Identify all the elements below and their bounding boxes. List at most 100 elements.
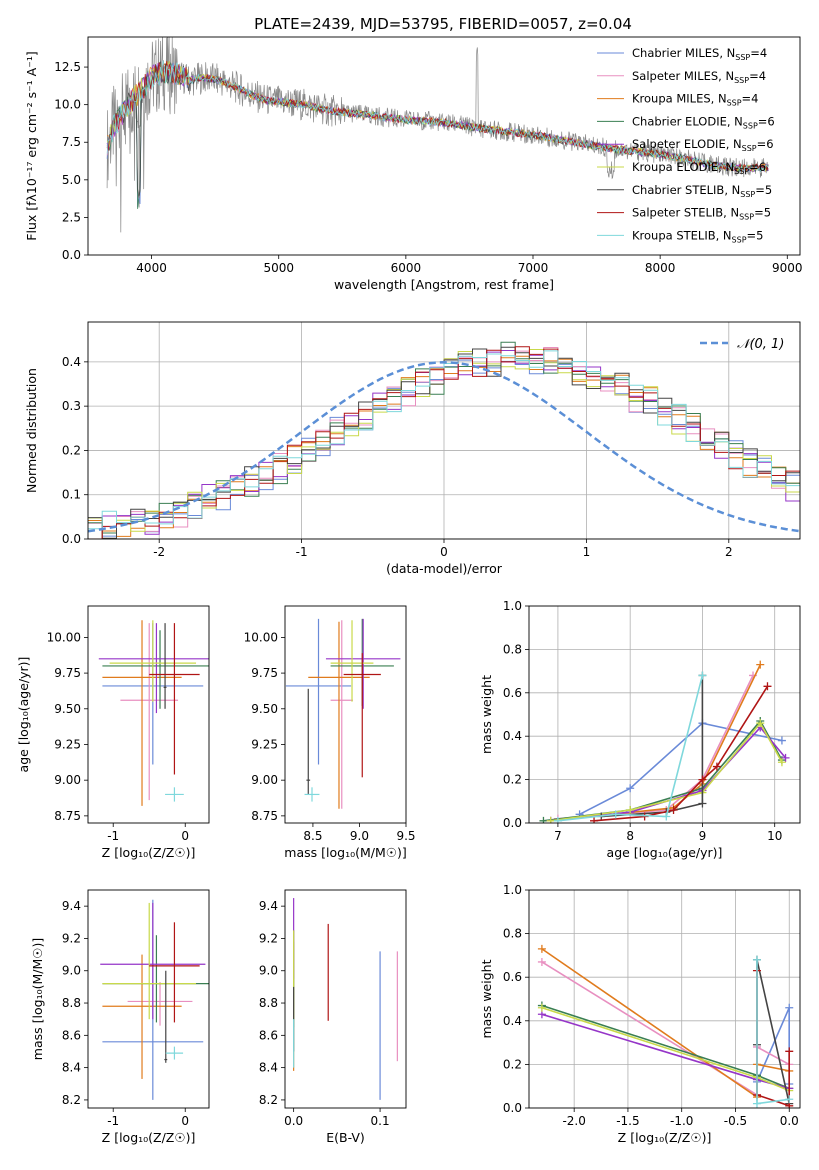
series-line bbox=[541, 948, 790, 1099]
y-tick-label: 0.4 bbox=[503, 1014, 522, 1028]
legend-label: Salpeter MILES, NSSP=4 bbox=[632, 69, 766, 85]
panel-2: -1 0 8.75 9.00 9.25 9.50 9.75 10.00 Z [log₁₀(Z/Z… bbox=[16, 605, 210, 860]
legend-nssp-value: =5 bbox=[755, 183, 772, 197]
y-tick-label: 9.75 bbox=[251, 666, 278, 680]
series-point bbox=[698, 775, 707, 784]
x-axis-label: age [log₁₀(age/yr)] bbox=[607, 845, 723, 860]
y-tick-label: 0.2 bbox=[503, 773, 522, 787]
y-tick-label: 0.0 bbox=[503, 1101, 522, 1115]
plot-area bbox=[106, 37, 769, 233]
legend-label: 𝒩(0, 1) bbox=[737, 337, 784, 352]
legend-label: Salpeter ELODIE, NSSP=6 bbox=[632, 137, 774, 153]
x-tick-label: 9 bbox=[699, 829, 707, 843]
series-point bbox=[777, 736, 786, 745]
legend-nssp-prefix: , N bbox=[719, 46, 735, 60]
plot-area bbox=[529, 890, 800, 1108]
legend-nssp-prefix: , N bbox=[724, 183, 740, 197]
series-line bbox=[756, 1007, 790, 1084]
y-tick-label: 9.4 bbox=[259, 899, 278, 913]
normal-curve bbox=[88, 361, 800, 533]
legend-nssp-value: =5 bbox=[747, 228, 764, 242]
series-point bbox=[537, 944, 546, 953]
legend-nssp-subscript: SSP bbox=[742, 144, 757, 153]
series-point bbox=[752, 1099, 761, 1108]
y-tick-label: 10.00 bbox=[244, 630, 278, 644]
axes-frame bbox=[528, 889, 801, 1109]
plot-area bbox=[88, 322, 800, 539]
series-point bbox=[669, 805, 678, 814]
series-point bbox=[626, 784, 635, 793]
y-tick-label: 9.0 bbox=[62, 964, 81, 978]
series-line bbox=[541, 1013, 790, 1090]
y-axis-label: age [log₁₀(age/yr)] bbox=[16, 657, 31, 773]
x-tick-label: 8000 bbox=[645, 261, 676, 275]
legend-nssp-value: =6 bbox=[749, 160, 766, 174]
y-tick-label: 0.1 bbox=[62, 488, 81, 502]
legend-name: Chabrier STELIB bbox=[632, 183, 724, 197]
x-tick-label: -0.5 bbox=[724, 1114, 747, 1128]
y-tick-label: 8.2 bbox=[62, 1093, 81, 1107]
legend-nssp-subscript: SSP bbox=[727, 99, 742, 108]
y-tick-label: 10.00 bbox=[47, 630, 81, 644]
y-tick-label: 0.2 bbox=[62, 443, 81, 457]
x-axis-label: E(B-V) bbox=[326, 1130, 365, 1145]
series-point bbox=[763, 682, 772, 691]
axes-frame bbox=[528, 605, 801, 824]
panel-4: 7 8 9 10 0.0 0.2 0.4 0.6 0.8 1.0 age [log₁₀(age/yr… bbox=[479, 599, 801, 860]
x-tick-label: 1 bbox=[583, 545, 591, 559]
panel-7: -2.0 -1.5 -1.0 -0.5 0.0 0.0 0.2 0.4 0.6 0.8 1.0 Z [… bbox=[479, 883, 801, 1145]
series-line bbox=[579, 722, 783, 816]
series-line bbox=[557, 675, 754, 820]
series-point bbox=[756, 719, 765, 728]
x-tick-label: 8 bbox=[626, 829, 634, 843]
y-tick-label: 1.0 bbox=[503, 883, 522, 897]
legend-nssp-subscript: SSP bbox=[739, 213, 754, 222]
y-tick-label: 8.2 bbox=[259, 1093, 278, 1107]
x-tick-label: 7 bbox=[554, 829, 562, 843]
x-axis-label: Z [log₁₀(Z/Z☉)] bbox=[102, 845, 196, 860]
y-tick-label: 0.8 bbox=[503, 642, 522, 656]
histogram-step bbox=[88, 346, 800, 539]
y-tick-label: 0.6 bbox=[503, 970, 522, 984]
x-tick-label: 7000 bbox=[518, 261, 549, 275]
y-tick-label: 0.6 bbox=[503, 686, 522, 700]
legend-name: Kroupa MILES bbox=[632, 92, 711, 106]
axes-frame bbox=[87, 36, 801, 256]
plot-area bbox=[98, 620, 209, 806]
model-spectrum-line bbox=[106, 60, 769, 173]
panel-3: 8.5 9.0 9.5 8.75 9.00 9.25 9.50 9.75 10.00 mass [… bbox=[244, 605, 416, 860]
series-point bbox=[756, 660, 765, 669]
series-point bbox=[553, 816, 562, 823]
panel-1: -2 -1 0 1 2 0.0 0.1 0.2 0.3 0.4 (data-model)/error… bbox=[24, 321, 801, 576]
y-tick-label: 7.5 bbox=[62, 135, 81, 149]
legend-nssp-prefix: , N bbox=[716, 228, 732, 242]
legend-nssp-value: =4 bbox=[749, 69, 766, 83]
panel-5: -1 0 8.2 8.4 8.6 8.8 9.0 9.2 9.4 Z [log₁₀(Z/Z☉)] m… bbox=[30, 889, 210, 1145]
y-tick-label: 8.75 bbox=[251, 809, 278, 823]
legend-label: Chabrier MILES, NSSP=4 bbox=[632, 46, 767, 62]
series-point bbox=[662, 812, 671, 821]
series-point bbox=[781, 753, 790, 762]
series-point bbox=[611, 810, 620, 819]
plot-area bbox=[529, 606, 800, 823]
histogram-step bbox=[88, 341, 800, 534]
y-axis-label: Normed distribution bbox=[24, 368, 39, 493]
x-axis-label: mass [log₁₀(M/M☉)] bbox=[284, 845, 406, 860]
y-axis-label: mass weight bbox=[479, 675, 494, 754]
y-tick-label: 12.5 bbox=[54, 60, 81, 74]
x-tick-label: -1 bbox=[107, 1114, 119, 1128]
y-tick-label: 8.75 bbox=[54, 809, 81, 823]
x-tick-label: 0.0 bbox=[780, 1114, 799, 1128]
y-tick-label: 9.0 bbox=[259, 964, 278, 978]
series-point bbox=[590, 816, 599, 823]
y-tick-label: 0.4 bbox=[62, 355, 81, 369]
legend-nssp-prefix: , N bbox=[711, 92, 727, 106]
x-tick-label: 9.0 bbox=[350, 829, 369, 843]
y-axis-label: mass [log₁₀(M/M☉)] bbox=[30, 938, 45, 1060]
series-point bbox=[785, 1003, 794, 1012]
plot-area bbox=[285, 618, 401, 809]
y-tick-label: 8.6 bbox=[62, 1028, 81, 1042]
y-tick-label: 9.00 bbox=[54, 773, 81, 787]
legend-name: Chabrier MILES bbox=[632, 46, 719, 60]
legend-nssp-subscript: SSP bbox=[735, 53, 750, 62]
